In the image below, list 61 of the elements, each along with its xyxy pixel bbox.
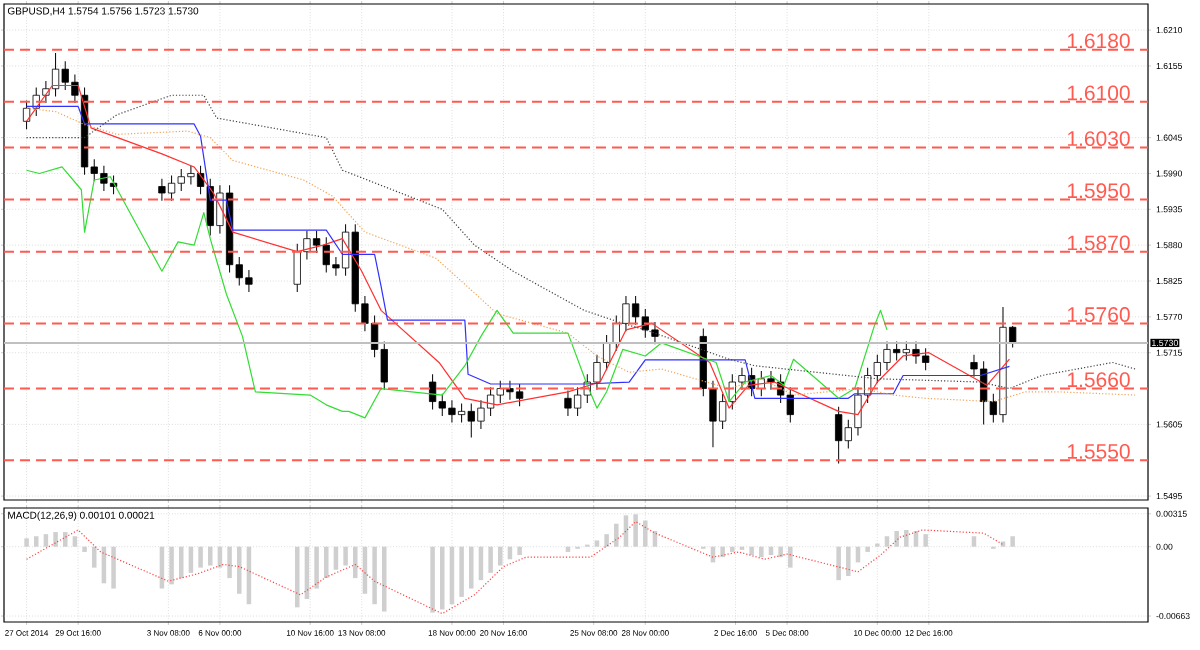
line-series — [25, 521, 1004, 615]
bar — [169, 546, 174, 585]
bar — [53, 532, 58, 547]
bar — [643, 520, 648, 547]
bar — [517, 546, 522, 556]
bar — [178, 546, 184, 579]
ref-line-label: 1.6180 — [1067, 33, 1130, 49]
bar — [488, 546, 493, 573]
bar — [971, 536, 977, 547]
bar — [633, 514, 638, 547]
ref-line-label: 1.6100 — [1067, 85, 1130, 101]
bar — [865, 546, 870, 552]
bar — [82, 546, 87, 552]
bar — [324, 546, 329, 579]
ref-line-label: 1.5660 — [1067, 372, 1130, 388]
line-series — [25, 166, 888, 419]
candlestick — [612, 315, 620, 352]
bar — [295, 546, 300, 608]
bar — [198, 546, 203, 568]
bar — [623, 515, 629, 547]
bar — [614, 523, 619, 547]
bar — [788, 546, 793, 568]
ref-line-label: 1.6030 — [1067, 131, 1130, 147]
bar — [72, 536, 78, 547]
bar — [227, 546, 232, 579]
bar — [33, 536, 39, 547]
bar — [720, 546, 725, 558]
bar — [759, 546, 764, 558]
bar — [836, 546, 841, 581]
bar — [207, 546, 213, 566]
bar — [459, 546, 464, 597]
bar — [343, 546, 348, 566]
bar — [43, 534, 49, 547]
bar — [469, 546, 474, 589]
bar — [604, 534, 609, 547]
bar — [430, 546, 435, 613]
bar — [1010, 536, 1015, 547]
bar — [904, 529, 909, 547]
bar — [730, 546, 735, 552]
bar — [372, 546, 377, 605]
bar — [440, 546, 445, 610]
bar — [237, 546, 242, 594]
bar — [314, 546, 319, 589]
ref-line-label: 1.5550 — [1067, 443, 1130, 459]
bar — [24, 538, 29, 547]
bar — [353, 546, 358, 579]
bar — [594, 540, 600, 547]
bar — [778, 546, 783, 558]
bar — [1000, 541, 1006, 547]
bar — [749, 546, 754, 556]
bar — [498, 546, 503, 566]
candlestick — [293, 243, 301, 293]
bar — [382, 546, 387, 612]
bar — [884, 536, 890, 547]
ref-line-label: 1.5950 — [1067, 183, 1130, 199]
ref-line-label: 1.5870 — [1067, 235, 1130, 251]
bar — [923, 534, 928, 547]
ref-line-label: 1.5760 — [1067, 307, 1130, 322]
bar — [111, 546, 116, 589]
bar — [846, 546, 851, 576]
bar — [894, 531, 899, 547]
